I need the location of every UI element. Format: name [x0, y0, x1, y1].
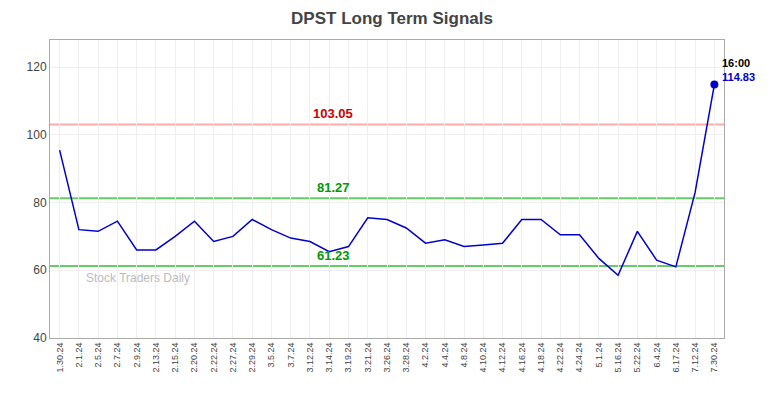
svg-text:4.18.24: 4.18.24: [536, 343, 546, 373]
svg-text:4.2.24: 4.2.24: [420, 343, 430, 368]
svg-text:5.16.24: 5.16.24: [613, 343, 623, 373]
svg-text:2.1.24: 2.1.24: [74, 343, 84, 368]
svg-text:3.5.24: 3.5.24: [266, 343, 276, 368]
svg-text:4.12.24: 4.12.24: [497, 343, 507, 373]
svg-text:7.12.24: 7.12.24: [690, 343, 700, 373]
svg-text:4.10.24: 4.10.24: [478, 343, 488, 373]
svg-text:4.22.24: 4.22.24: [555, 343, 565, 373]
svg-text:2.5.24: 2.5.24: [93, 343, 103, 368]
svg-text:2.13.24: 2.13.24: [151, 343, 161, 373]
svg-text:100: 100: [27, 128, 47, 142]
svg-text:114.83: 114.83: [722, 71, 755, 83]
svg-text:2.15.24: 2.15.24: [170, 343, 180, 373]
svg-text:7.30.24: 7.30.24: [709, 343, 719, 373]
svg-text:2.9.24: 2.9.24: [132, 343, 142, 368]
svg-text:16:00: 16:00: [722, 57, 750, 69]
svg-text:3.12.24: 3.12.24: [305, 343, 315, 373]
svg-text:4.4.24: 4.4.24: [440, 343, 450, 368]
svg-text:4.24.24: 4.24.24: [574, 343, 584, 373]
svg-text:80: 80: [33, 196, 47, 210]
svg-text:6.4.24: 6.4.24: [652, 343, 662, 368]
svg-text:3.14.24: 3.14.24: [324, 343, 334, 373]
svg-text:3.28.24: 3.28.24: [401, 343, 411, 373]
svg-text:1.30.24: 1.30.24: [55, 343, 65, 373]
svg-text:3.7.24: 3.7.24: [286, 343, 296, 368]
svg-text:2.22.24: 2.22.24: [209, 343, 219, 373]
svg-text:3.19.24: 3.19.24: [343, 343, 353, 373]
svg-text:DPST Long Term Signals: DPST Long Term Signals: [291, 9, 493, 28]
svg-text:Stock Traders Daily: Stock Traders Daily: [86, 271, 190, 285]
svg-text:4.16.24: 4.16.24: [517, 343, 527, 373]
svg-text:5.22.24: 5.22.24: [632, 343, 642, 373]
svg-text:3.21.24: 3.21.24: [363, 343, 373, 373]
svg-text:5.1.24: 5.1.24: [594, 343, 604, 368]
svg-text:2.20.24: 2.20.24: [189, 343, 199, 373]
svg-text:61.23: 61.23: [317, 248, 350, 263]
svg-text:120: 120: [27, 60, 47, 74]
svg-text:6.17.24: 6.17.24: [671, 343, 681, 373]
svg-text:4.8.24: 4.8.24: [459, 343, 469, 368]
svg-text:103.05: 103.05: [313, 106, 353, 121]
svg-text:81.27: 81.27: [317, 180, 350, 195]
svg-text:2.7.24: 2.7.24: [112, 343, 122, 368]
svg-text:3.26.24: 3.26.24: [382, 343, 392, 373]
svg-text:2.27.24: 2.27.24: [228, 343, 238, 373]
svg-text:2.29.24: 2.29.24: [247, 343, 257, 373]
svg-text:40: 40: [33, 331, 47, 345]
svg-text:60: 60: [33, 263, 47, 277]
